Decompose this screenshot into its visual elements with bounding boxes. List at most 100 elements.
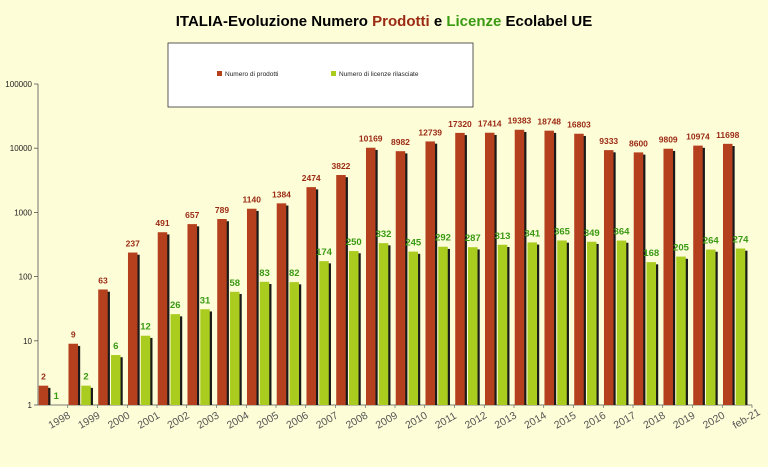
x-tick-label: 2000 xyxy=(106,409,132,431)
bar-licenze xyxy=(676,256,686,405)
data-label-prodotti: 11698 xyxy=(716,130,739,140)
data-label-licenze: 83 xyxy=(259,268,270,279)
bar-prodotti xyxy=(484,132,495,405)
x-tick-label: 2017 xyxy=(612,409,638,431)
bar-licenze xyxy=(289,282,300,405)
legend-swatch-prodotti xyxy=(217,71,222,76)
data-label-prodotti: 9333 xyxy=(599,136,618,146)
data-label-licenze: 264 xyxy=(703,236,720,247)
bar-prodotti xyxy=(722,143,733,405)
data-label-licenze: 364 xyxy=(614,227,631,238)
x-tick-label: 2018 xyxy=(641,409,667,431)
title-part-licenze: Licenze xyxy=(446,13,501,30)
data-label-prodotti: 17414 xyxy=(478,119,502,129)
data-label-prodotti: 12739 xyxy=(418,127,442,137)
data-label-prodotti: 3822 xyxy=(332,161,351,171)
bar-licenze xyxy=(319,261,329,405)
bar-licenze xyxy=(438,246,448,405)
data-label-licenze: 250 xyxy=(346,237,362,248)
legend-swatch-licenze xyxy=(331,71,336,76)
x-tick-label: 2014 xyxy=(522,409,548,431)
legend-label-prodotti: Numero di prodotti xyxy=(225,71,278,78)
x-tick-label: 2005 xyxy=(255,409,281,431)
bar-licenze xyxy=(706,249,716,405)
x-tick-label: 2010 xyxy=(403,409,429,431)
data-label-prodotti: 17320 xyxy=(448,119,472,129)
bar-licenze xyxy=(646,262,657,405)
bar-licenze xyxy=(140,335,151,405)
data-label-prodotti: 8982 xyxy=(391,137,410,147)
data-label-licenze: 341 xyxy=(524,228,541,239)
bar-licenze xyxy=(230,291,240,405)
data-label-prodotti: 2 xyxy=(41,372,46,382)
data-label-licenze: 292 xyxy=(435,233,451,244)
data-label-licenze: 2 xyxy=(83,372,88,383)
y-tick-label: 1000 xyxy=(14,208,32,217)
title-part-prefix: ITALIA-Evoluzione Numero xyxy=(176,13,372,30)
x-tick-label: 2006 xyxy=(284,409,310,431)
data-label-prodotti: 9 xyxy=(71,330,76,340)
bar-prodotti xyxy=(544,130,554,405)
bar-licenze xyxy=(378,243,389,405)
data-label-prodotti: 1384 xyxy=(272,189,291,199)
legend: Numero di prodotti Numero di licenze ril… xyxy=(167,42,474,108)
data-label-prodotti: 18748 xyxy=(537,117,561,127)
data-label-licenze: 168 xyxy=(643,248,659,259)
bar-licenze xyxy=(200,309,210,405)
bar-licenze xyxy=(468,247,478,405)
bar-prodotti xyxy=(663,148,673,406)
data-label-prodotti: 657 xyxy=(185,210,199,220)
data-label-prodotti: 2474 xyxy=(302,173,321,183)
bar-prodotti xyxy=(246,208,257,405)
title-part-prodotti: Prodotti xyxy=(372,13,430,30)
x-tick-label: 2002 xyxy=(165,409,191,431)
data-label-licenze: 287 xyxy=(465,233,481,244)
bar-prodotti xyxy=(693,145,703,405)
x-tick-label: 1998 xyxy=(46,409,72,431)
data-label-prodotti: 19383 xyxy=(508,116,532,126)
title-part-conj: e xyxy=(430,13,447,30)
bar-prodotti xyxy=(98,289,108,405)
data-label-licenze: 6 xyxy=(113,341,118,352)
bar-licenze xyxy=(259,281,270,405)
bar-licenze xyxy=(735,248,746,405)
bar-prodotti xyxy=(455,132,465,405)
x-tick-label: 2019 xyxy=(671,409,697,431)
bar-licenze xyxy=(81,385,91,405)
bar-prodotti xyxy=(336,175,346,405)
x-tick-label: 2012 xyxy=(463,409,489,431)
bar-licenze xyxy=(497,244,508,405)
data-labels: 2192636237124912665731789581140831384822… xyxy=(41,116,749,402)
data-label-licenze: 31 xyxy=(200,295,211,306)
data-label-prodotti: 8600 xyxy=(629,138,648,148)
data-label-prodotti: 9809 xyxy=(659,135,678,145)
bar-prodotti xyxy=(68,343,78,405)
chart-title: ITALIA-Evoluzione Numero Prodotti e Lice… xyxy=(176,13,593,30)
data-label-licenze: 205 xyxy=(673,243,690,254)
x-tick-label: 2007 xyxy=(314,409,340,431)
x-tick-label: 2003 xyxy=(195,409,221,431)
bar-prodotti xyxy=(276,203,287,405)
bar-licenze xyxy=(349,251,359,405)
bar-prodotti xyxy=(38,385,49,405)
bars xyxy=(38,129,748,406)
x-tick-label: 2013 xyxy=(493,409,519,431)
bar-prodotti xyxy=(425,141,435,405)
data-label-prodotti: 16803 xyxy=(567,120,591,130)
data-label-prodotti: 1140 xyxy=(242,195,261,205)
bar-licenze xyxy=(170,314,181,405)
x-tick-label: 2016 xyxy=(582,409,608,431)
data-label-licenze: 274 xyxy=(733,234,750,245)
bar-prodotti xyxy=(395,151,406,405)
bar-prodotti xyxy=(633,152,644,405)
bar-licenze xyxy=(616,240,627,405)
bar-licenze xyxy=(111,355,121,405)
y-tick-label: 1 xyxy=(28,401,33,410)
x-tick-label: 2004 xyxy=(225,409,251,431)
y-tick-label: 10 xyxy=(23,337,32,346)
bar-licenze xyxy=(587,241,597,405)
data-label-prodotti: 491 xyxy=(155,218,169,228)
x-tick-label: 2011 xyxy=(433,410,459,432)
